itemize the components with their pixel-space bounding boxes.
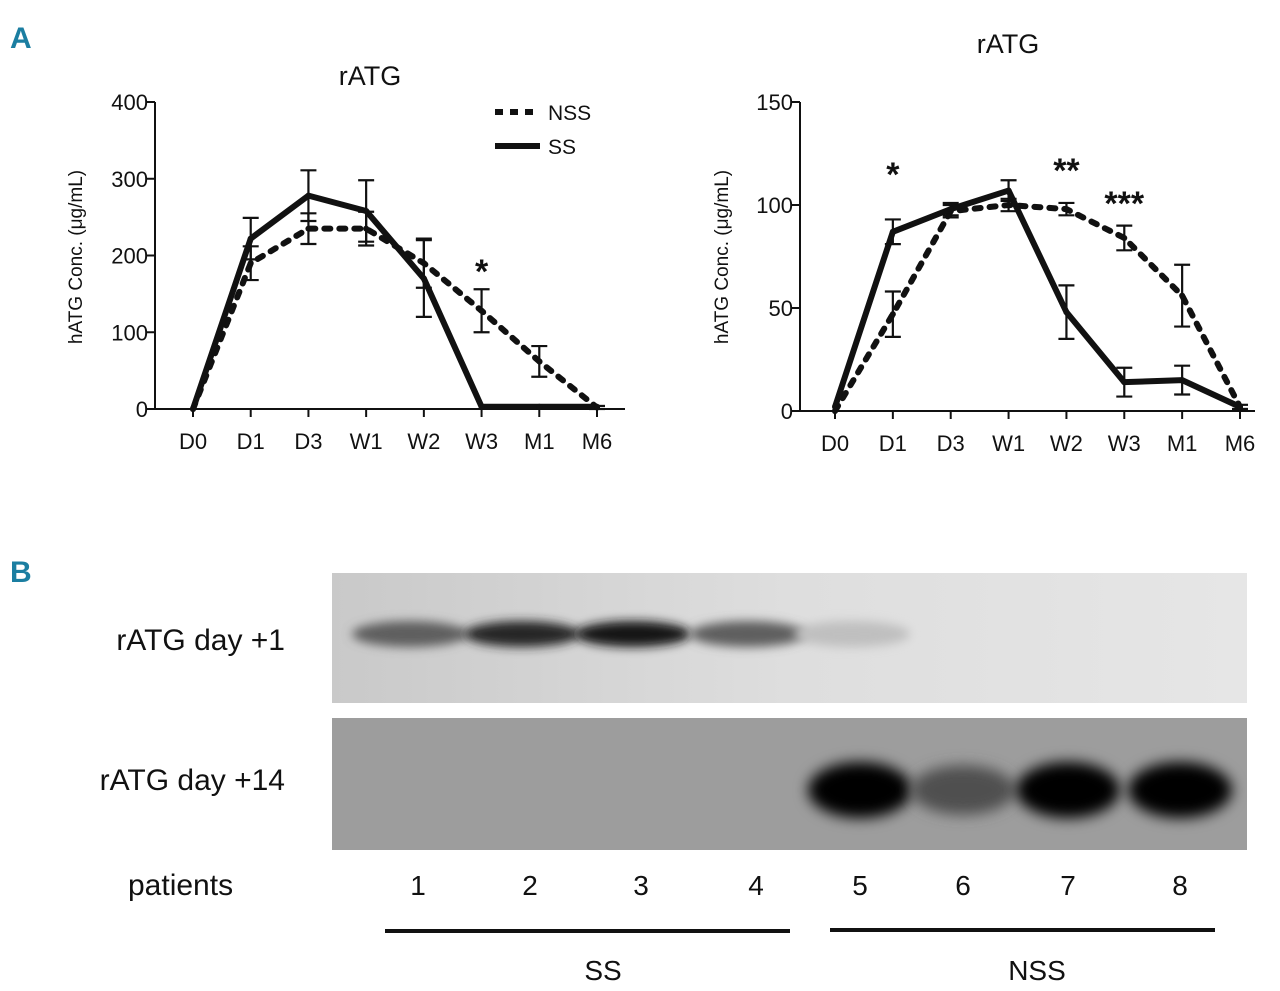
- band-day1-lane-5: [794, 621, 910, 647]
- y-tick-label: 100: [756, 193, 793, 218]
- lane-number: 4: [748, 870, 764, 901]
- x-tick-label: D0: [179, 429, 207, 454]
- series-line-nss: [190, 225, 600, 412]
- data-point-ss: [1179, 377, 1186, 384]
- blot-row-label-day1: rATG day +1: [116, 624, 285, 657]
- y-tick-label: 150: [756, 90, 793, 115]
- data-point-nss: [832, 408, 838, 414]
- significance-marker: ***: [1104, 185, 1144, 223]
- y-tick-label: 400: [111, 90, 148, 115]
- data-point-nss: [1179, 292, 1186, 299]
- x-tick-label: D1: [237, 429, 265, 454]
- band-day14-lane-6: [911, 765, 1015, 815]
- series-line-ss: [832, 187, 1242, 410]
- lane-number: 3: [633, 870, 649, 901]
- panel-label-a: A: [10, 22, 32, 55]
- data-point-ss: [1005, 187, 1012, 194]
- x-tick-label: M6: [1225, 431, 1256, 456]
- x-tick-label: D1: [879, 431, 907, 456]
- x-tick-label: D0: [821, 431, 849, 456]
- lane-number: 7: [1060, 870, 1076, 901]
- data-point-ss: [478, 403, 485, 410]
- lane-number: 6: [955, 870, 971, 901]
- data-point-ss: [1121, 379, 1128, 386]
- data-point-ss: [1063, 309, 1070, 316]
- lane-number: 2: [522, 870, 538, 901]
- data-point-ss: [889, 228, 896, 235]
- y-tick-label: 50: [769, 296, 793, 321]
- data-point-nss: [305, 225, 312, 232]
- x-tick-label: M1: [1167, 431, 1198, 456]
- x-tick-label: M6: [582, 429, 613, 454]
- x-tick-label: D3: [937, 431, 965, 456]
- y-tick-label: 0: [781, 399, 793, 424]
- data-point-nss: [536, 358, 543, 365]
- data-point-nss: [247, 260, 254, 267]
- data-point-ss: [247, 235, 254, 242]
- y-tick-label: 300: [111, 167, 148, 192]
- data-point-nss: [1005, 202, 1012, 208]
- legend-nss-label: NSS: [548, 102, 591, 125]
- blot-row-label-day14: rATG day +14: [100, 764, 285, 797]
- x-tick-label: W3: [1108, 431, 1141, 456]
- x-tick-label: D3: [294, 429, 322, 454]
- data-point-ss: [947, 206, 954, 213]
- data-point-ss: [190, 406, 196, 412]
- chart-right-ylabel: hATG Conc. (μg/mL): [712, 170, 733, 344]
- band-day14-lane-8: [1128, 762, 1232, 818]
- band-day1-lane-1: [352, 621, 468, 647]
- x-tick-label: M1: [524, 429, 555, 454]
- chart-right: rATG hATG Conc. (μg/mL) 0 50 100 150 D0 D1 D3 W…: [712, 29, 1255, 456]
- y-tick-label: 200: [111, 244, 148, 269]
- data-point-ss: [594, 403, 600, 410]
- band-day1-lane-4: [690, 621, 806, 647]
- legend: NSS SS: [495, 102, 591, 159]
- band-day1-lane-2: [464, 621, 580, 647]
- x-tick-label: W2: [407, 429, 440, 454]
- band-day14-lane-5: [808, 762, 912, 818]
- significance-marker: **: [1053, 152, 1080, 190]
- y-tick-label: 100: [111, 320, 148, 345]
- x-tick-label: W2: [1050, 431, 1083, 456]
- bands-day14: [808, 762, 1232, 818]
- data-point-ss: [536, 403, 543, 410]
- data-point-nss: [1063, 206, 1070, 213]
- data-point-nss: [889, 311, 896, 318]
- patients-label: patients: [128, 869, 233, 902]
- significance-marker: *: [886, 156, 900, 194]
- lane-number: 1: [410, 870, 426, 901]
- y-tick-label: 0: [136, 397, 148, 422]
- group-label-ss: SS: [584, 955, 621, 986]
- band-day14-lane-7: [1016, 762, 1120, 818]
- significance-marker: *: [475, 253, 489, 291]
- x-tick-label: W1: [992, 431, 1025, 456]
- group-label-nss: NSS: [1008, 955, 1066, 986]
- band-day1-lane-3: [575, 621, 691, 647]
- chart-right-title: rATG: [977, 29, 1040, 59]
- series-line-nss: [832, 202, 1243, 414]
- data-point-ss: [363, 207, 370, 214]
- legend-ss-label: SS: [548, 136, 576, 159]
- data-point-ss: [832, 403, 838, 410]
- chart-left-title: rATG: [339, 61, 402, 91]
- lane-labels: 1 2 3 4 5 6 7 8: [410, 870, 1188, 901]
- panel-label-b: B: [10, 556, 32, 589]
- data-point-ss: [305, 192, 312, 199]
- x-tick-label: W3: [465, 429, 498, 454]
- chart-left: rATG hATG Conc. (μg/mL) NSS SS 0 100 200 30…: [66, 61, 625, 454]
- data-point-nss: [1121, 234, 1128, 241]
- bands-day1: [352, 621, 910, 647]
- data-point-nss: [478, 307, 485, 314]
- data-point-ss: [1237, 403, 1243, 410]
- western-blot: rATG day +1 rATG day +14 patients 1 2 3 4 5 6…: [100, 573, 1247, 986]
- lane-number: 8: [1172, 870, 1188, 901]
- x-tick-label: W1: [350, 429, 383, 454]
- data-point-ss: [420, 275, 427, 282]
- chart-left-ylabel: hATG Conc. (μg/mL): [66, 170, 87, 344]
- series-line-ss: [190, 192, 597, 410]
- lane-number: 5: [852, 870, 868, 901]
